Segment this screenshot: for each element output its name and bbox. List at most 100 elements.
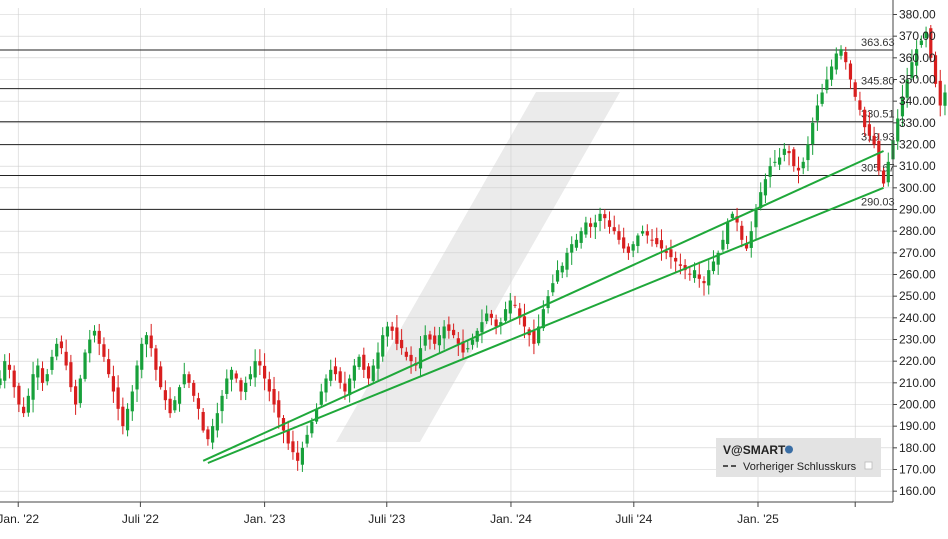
- candle-body: [215, 413, 219, 431]
- candle-body: [343, 383, 347, 392]
- candle-body: [300, 447, 304, 465]
- y-tick-label: 220.00: [899, 354, 936, 368]
- candle-body: [305, 434, 309, 444]
- candle-body: [362, 354, 366, 370]
- candle-body: [229, 369, 234, 380]
- candle-body: [919, 40, 923, 45]
- y-tick-label: 300.00: [899, 181, 936, 195]
- candle-body: [617, 231, 621, 240]
- y-tick-label: 170.00: [899, 463, 936, 477]
- y-tick-label: 260.00: [899, 268, 936, 282]
- candle-body: [196, 398, 201, 409]
- candle-body: [371, 365, 375, 381]
- candle-body: [400, 339, 404, 349]
- y-tick-label: 280.00: [899, 224, 936, 238]
- candle-body: [924, 31, 928, 39]
- candle-body: [773, 161, 777, 163]
- candle-body: [863, 109, 867, 128]
- candle-body: [943, 92, 947, 106]
- x-tick-label: Juli '24: [615, 512, 652, 526]
- candle-body: [40, 368, 45, 383]
- candle-body: [669, 249, 673, 258]
- candle-body: [499, 322, 503, 326]
- candle-body: [291, 441, 295, 453]
- candle-body: [716, 252, 720, 265]
- candle-body: [622, 237, 626, 249]
- legend-entry: Vorheriger Schlusskurs: [743, 461, 857, 473]
- candle-body: [796, 167, 801, 171]
- candle-body: [598, 213, 602, 222]
- candle-body: [244, 382, 248, 393]
- candle-body: [915, 49, 919, 66]
- candle-body: [329, 369, 333, 381]
- candle-body: [395, 327, 399, 344]
- candle-body: [910, 62, 914, 78]
- candle-body: [485, 313, 489, 322]
- candle-body: [296, 452, 300, 461]
- level-label: 363.63: [861, 37, 895, 49]
- candle-body: [702, 281, 706, 284]
- candle-body: [612, 227, 616, 232]
- candle-body: [83, 352, 87, 379]
- candle-body: [470, 339, 475, 345]
- candle-body: [7, 364, 12, 370]
- candle-body: [366, 366, 371, 379]
- candle-body: [211, 426, 215, 443]
- candle-body: [173, 400, 177, 411]
- candle-body: [418, 348, 423, 369]
- candle-body: [480, 322, 484, 333]
- candle-body: [437, 335, 442, 346]
- candle-body: [248, 374, 253, 380]
- candle-body: [711, 261, 716, 272]
- candle-body: [225, 378, 229, 394]
- candle-body: [513, 304, 517, 306]
- candle-body: [603, 214, 607, 219]
- y-tick-label: 230.00: [899, 333, 936, 347]
- candle-body: [546, 296, 550, 309]
- candle-body: [3, 361, 7, 381]
- candle-body: [768, 166, 772, 177]
- candle-body: [858, 100, 862, 110]
- legend-background: [716, 438, 881, 477]
- x-tick-label: Juli '22: [122, 512, 159, 526]
- candle-body: [489, 313, 493, 318]
- candle-body: [555, 270, 560, 282]
- candle-body: [121, 406, 125, 427]
- x-tick-label: Jan. '22: [0, 512, 39, 526]
- y-tick-label: 350.00: [899, 73, 936, 87]
- candle-body: [234, 373, 238, 379]
- candle-body: [177, 387, 182, 404]
- candle-body: [674, 257, 678, 262]
- candle-body: [631, 244, 635, 251]
- candle-body: [338, 371, 342, 383]
- y-tick-label: 210.00: [899, 376, 936, 390]
- x-tick-label: Jan. '25: [737, 512, 779, 526]
- candle-body: [551, 283, 555, 293]
- candle-body: [929, 28, 933, 58]
- trendline: [207, 186, 884, 464]
- candle-body: [508, 300, 512, 314]
- candle-body: [59, 341, 64, 349]
- candle-body: [116, 387, 120, 409]
- candle-body: [206, 429, 210, 440]
- candle-body: [707, 270, 711, 286]
- y-tick-label: 340.00: [899, 94, 936, 108]
- candle-body: [749, 231, 753, 248]
- candle-body: [423, 335, 427, 346]
- candle-body: [645, 231, 649, 236]
- candle-body: [811, 122, 815, 144]
- y-tick-label: 250.00: [899, 289, 936, 303]
- candle-body: [88, 339, 92, 354]
- candle-body: [92, 330, 97, 336]
- candle-body: [938, 80, 942, 106]
- candle-body: [825, 79, 829, 91]
- y-tick-label: 310.00: [899, 159, 936, 173]
- y-tick-label: 290.00: [899, 203, 936, 217]
- candle-body: [659, 240, 664, 249]
- candle-body: [466, 348, 470, 350]
- candle-body: [877, 140, 881, 171]
- candle-body: [589, 223, 593, 227]
- candle-body: [607, 220, 612, 227]
- candle-body: [730, 213, 734, 219]
- candle-body: [574, 239, 579, 248]
